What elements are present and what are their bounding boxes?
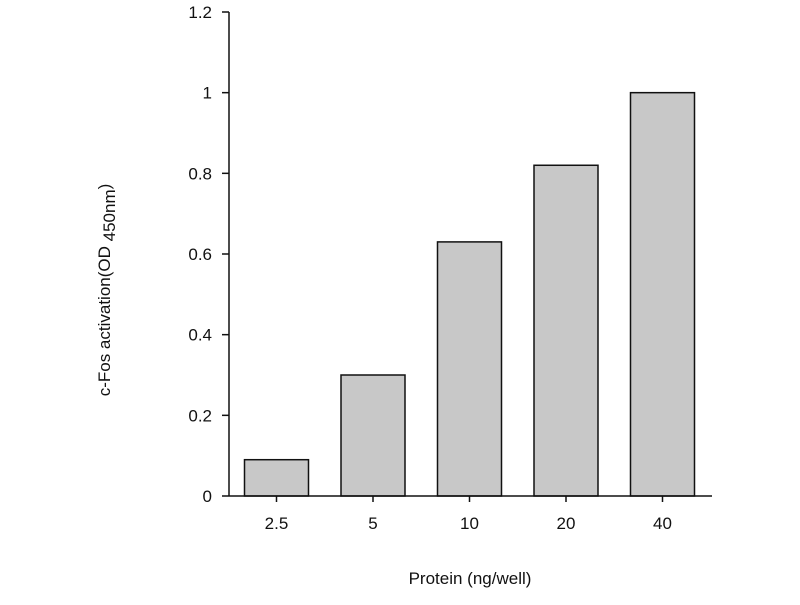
y-axis-label: c-Fos activation(OD 450nm) <box>95 184 119 397</box>
x-tick-label: 40 <box>653 514 672 533</box>
x-axis-label: Protein (ng/well) <box>409 569 532 588</box>
x-tick-label: 2.5 <box>265 514 289 533</box>
y-tick-label: 1 <box>203 84 212 103</box>
x-tick-label: 5 <box>368 514 377 533</box>
bar-20 <box>533 164 599 497</box>
y-tick-label: 0 <box>203 487 212 506</box>
bar-5 <box>340 374 406 497</box>
bar-2.5 <box>243 458 310 497</box>
x-tick-label: 20 <box>557 514 576 533</box>
y-tick-label: 0.8 <box>188 164 212 183</box>
y-tick-label: 0.2 <box>188 406 212 425</box>
y-tick-label: 1.2 <box>188 3 212 22</box>
bar-10 <box>436 241 503 497</box>
y-tick-label: 0.6 <box>188 245 212 264</box>
x-tick-label: 10 <box>460 514 479 533</box>
bar-40 <box>629 91 696 497</box>
y-tick-label: 0.4 <box>188 326 212 345</box>
